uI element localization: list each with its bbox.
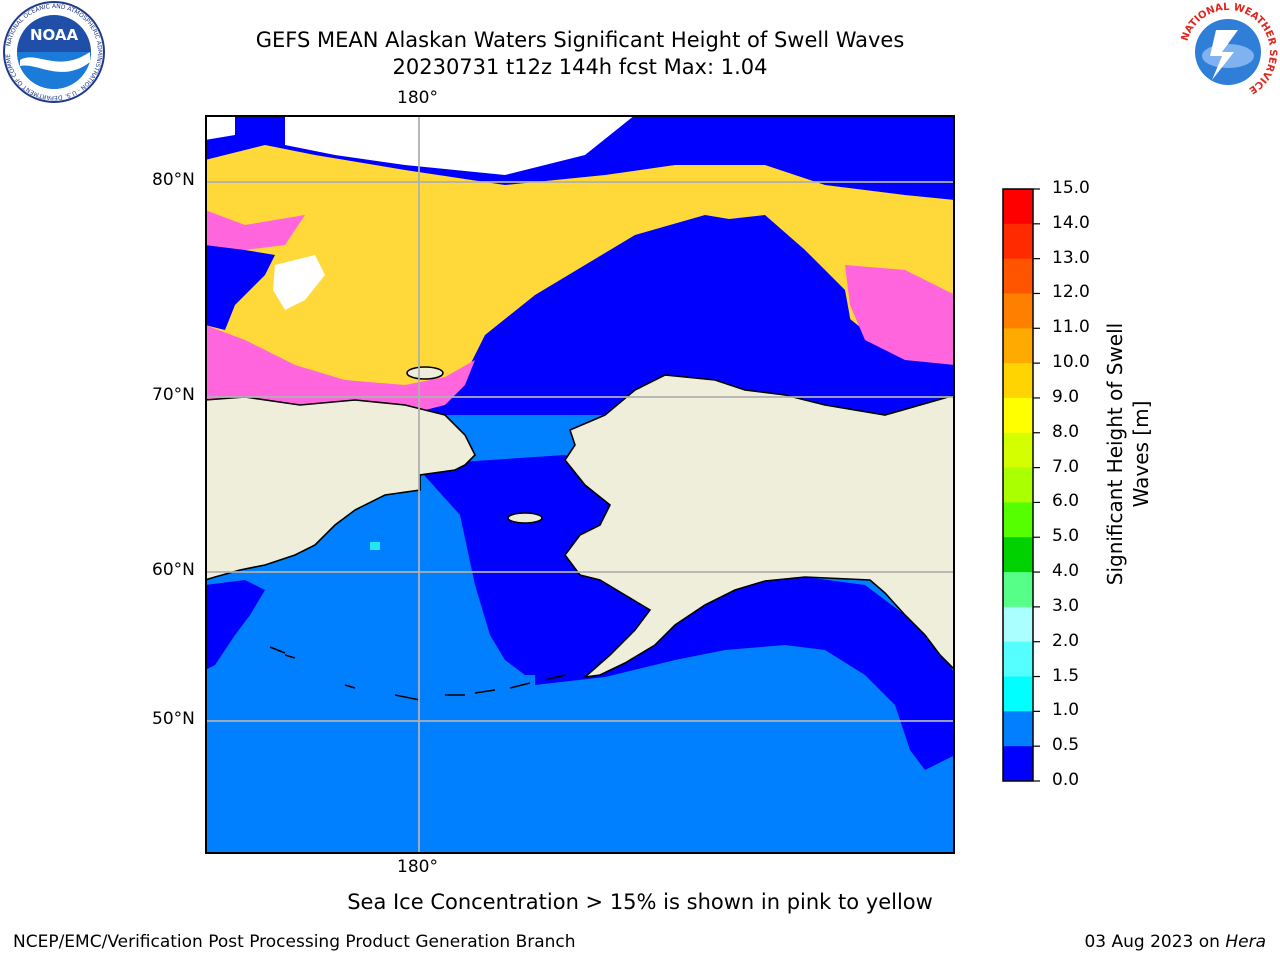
noaa-logo: NOAA NATIONAL OCEANIC AND ATMOSPHERIC AD… bbox=[2, 0, 105, 103]
colorbar-segment bbox=[1003, 746, 1033, 782]
colorbar-title-line1: Significant Height of Swell bbox=[1103, 322, 1127, 586]
sea-ice-pink-band bbox=[205, 325, 475, 415]
aleutian-islands bbox=[269, 646, 566, 701]
map bbox=[205, 115, 955, 854]
open-water-nw-pocket bbox=[205, 245, 275, 330]
colorbar-tick-label: 5.0 bbox=[1052, 526, 1080, 547]
credit-machine: Hera bbox=[1225, 932, 1266, 952]
lon-label-top: 180° bbox=[397, 88, 438, 108]
lat-label-60: 60°N bbox=[152, 560, 195, 580]
colorbar-tick-label: 0.5 bbox=[1052, 735, 1080, 756]
chart-title: GEFS MEAN Alaskan Waters Significant Hei… bbox=[255, 28, 905, 52]
no-data-white-hole bbox=[273, 255, 325, 310]
colorbar-segment bbox=[1003, 711, 1033, 747]
chart-subtitle: 20230731 t12z 144h fcst Max: 1.04 bbox=[392, 55, 768, 79]
colorbar-tick-label: 9.0 bbox=[1052, 386, 1080, 407]
colorbar-tick-label: 14.0 bbox=[1052, 212, 1090, 233]
colorbar-segment bbox=[1003, 467, 1033, 503]
colorbar-segment bbox=[1003, 363, 1033, 399]
colorbar-tick-label: 11.0 bbox=[1052, 317, 1090, 338]
colorbar-tick-label: 0.0 bbox=[1052, 770, 1080, 790]
colorbar-segment bbox=[1003, 606, 1033, 643]
open-water-arctic-pocket bbox=[475, 215, 855, 385]
ocean-swell-0-0p5-west bbox=[205, 580, 265, 670]
colorbar-tick-label: 1.0 bbox=[1052, 700, 1080, 721]
colorbar-segment bbox=[1003, 293, 1033, 329]
nws-logo: NATIONAL WEATHER SERVICE bbox=[1179, 2, 1278, 101]
colorbar-tick-label: 2.0 bbox=[1052, 630, 1080, 651]
colorbar-tick-label: 1.5 bbox=[1052, 665, 1080, 686]
land-chukotka bbox=[205, 396, 476, 581]
lat-label-70: 70°N bbox=[152, 385, 195, 405]
colorbar-segment bbox=[1003, 537, 1033, 573]
colorbar-tick-label: 15.0 bbox=[1052, 178, 1090, 198]
sea-ice-yellow bbox=[205, 145, 955, 395]
colorbar-segment bbox=[1003, 676, 1033, 712]
colorbar-title: Significant Height of Swell Waves [m] bbox=[1102, 284, 1154, 624]
colorbar-tick-label: 4.0 bbox=[1052, 561, 1080, 582]
colorbar-segment bbox=[1003, 189, 1033, 225]
colorbar-tick-label: 12.0 bbox=[1052, 282, 1090, 303]
land-st-lawrence bbox=[507, 512, 543, 524]
graticule bbox=[205, 115, 955, 854]
lon-label-bottom: 180° bbox=[397, 857, 438, 877]
no-data-white-north bbox=[285, 115, 635, 175]
sea-ice-pink-nw bbox=[205, 210, 305, 250]
credit-right: 03 Aug 2023 on Hera bbox=[1084, 932, 1266, 952]
credit-left: NCEP/EMC/Verification Post Processing Pr… bbox=[13, 932, 576, 952]
lat-label-50: 50°N bbox=[152, 709, 195, 729]
swell-1-1p5-patch bbox=[370, 542, 380, 550]
sea-ice-pink-east bbox=[845, 265, 955, 365]
colorbar-segment bbox=[1003, 258, 1033, 294]
land-wrangel bbox=[406, 366, 444, 380]
colorbar-tick-label: 3.0 bbox=[1052, 595, 1080, 616]
no-data-white-nw bbox=[205, 115, 235, 140]
land-alaska bbox=[564, 374, 955, 679]
credit-date: 03 Aug 2023 on bbox=[1084, 932, 1226, 952]
colorbar-segment bbox=[1003, 572, 1033, 608]
sea-ice-note: Sea Ice Concentration > 15% is shown in … bbox=[347, 890, 933, 914]
colorbar-title-line2: Waves [m] bbox=[1129, 400, 1153, 508]
colorbar-segment bbox=[1003, 223, 1033, 260]
colorbar-segment bbox=[1003, 397, 1033, 434]
lat-label-80: 80°N bbox=[152, 170, 195, 190]
colorbar bbox=[1002, 188, 1040, 782]
colorbar-segment bbox=[1003, 502, 1033, 538]
colorbar-segment bbox=[1003, 641, 1033, 678]
colorbar-segment bbox=[1003, 328, 1033, 364]
colorbar-tick-label: 8.0 bbox=[1052, 421, 1080, 442]
colorbar-tick-label: 13.0 bbox=[1052, 247, 1090, 268]
colorbar-tick-label: 10.0 bbox=[1052, 352, 1090, 373]
colorbar-tick-label: 6.0 bbox=[1052, 491, 1080, 512]
colorbar-tick-label: 7.0 bbox=[1052, 456, 1080, 477]
colorbar-segment bbox=[1003, 432, 1033, 469]
noaa-logo-text: NOAA bbox=[30, 26, 79, 44]
